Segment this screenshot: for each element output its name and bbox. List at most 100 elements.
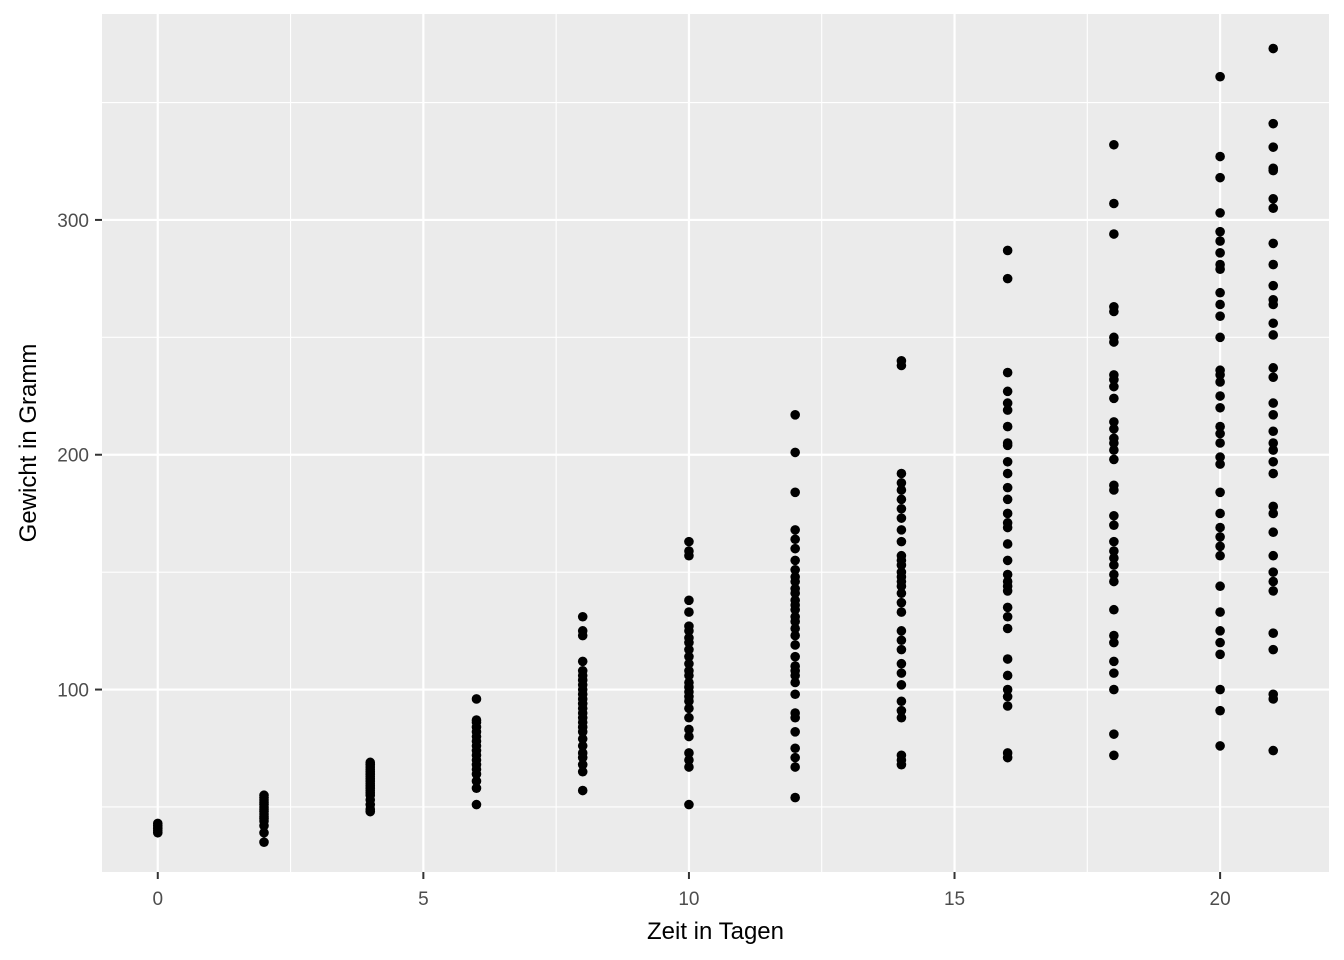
data-point	[1215, 332, 1225, 343]
data-point	[790, 410, 800, 420]
data-point	[577, 665, 588, 676]
data-point	[471, 694, 482, 704]
data-point	[1109, 576, 1119, 587]
data-point	[896, 485, 907, 495]
data-point	[790, 487, 800, 498]
data-point	[1215, 459, 1225, 469]
data-point	[790, 543, 800, 554]
data-point	[1109, 417, 1119, 427]
data-point	[1268, 445, 1279, 455]
data-point	[1268, 163, 1279, 174]
data-point	[1109, 332, 1119, 343]
data-point	[1268, 508, 1279, 519]
x-tick-label: 0	[152, 889, 163, 910]
data-point	[259, 837, 269, 847]
data-point	[577, 626, 588, 636]
data-point	[684, 658, 694, 669]
y-tick-label: 200	[57, 446, 89, 467]
data-point	[1268, 398, 1279, 408]
data-point	[1002, 602, 1013, 613]
data-point	[1268, 438, 1279, 448]
data-point	[1215, 438, 1225, 448]
data-point	[790, 752, 800, 763]
y-tick-label: 300	[57, 211, 89, 232]
data-point	[684, 748, 694, 758]
data-point	[790, 583, 800, 594]
data-point	[1215, 377, 1225, 387]
data-point	[577, 748, 588, 758]
data-point	[1215, 248, 1225, 258]
data-point	[896, 607, 907, 617]
data-point	[1268, 280, 1279, 291]
data-point	[1215, 365, 1225, 376]
data-point	[1002, 518, 1013, 528]
data-point	[790, 555, 800, 566]
data-point	[1268, 330, 1279, 340]
data-point	[790, 623, 800, 634]
data-point	[790, 792, 800, 803]
data-point	[1268, 43, 1279, 54]
y-axis-title: Gewicht in Gramm	[15, 344, 42, 543]
data-point	[1215, 705, 1225, 716]
data-point	[1215, 236, 1225, 246]
data-point	[684, 651, 694, 662]
data-point	[1109, 630, 1119, 641]
data-point	[1215, 741, 1225, 751]
data-point	[1109, 604, 1119, 615]
data-point	[684, 703, 694, 714]
data-point	[1268, 456, 1279, 467]
data-point	[896, 494, 907, 505]
data-point	[471, 783, 482, 793]
data-point	[1215, 226, 1225, 237]
data-point	[1268, 372, 1279, 383]
data-point	[1215, 71, 1225, 82]
data-point	[1215, 452, 1225, 462]
data-point	[1002, 691, 1013, 702]
data-point	[684, 799, 694, 810]
data-point	[790, 651, 800, 662]
plot-panel	[102, 14, 1329, 872]
data-points	[152, 43, 1279, 847]
data-point	[790, 708, 800, 718]
y-tick-label: 100	[57, 681, 89, 702]
data-point	[1268, 118, 1279, 129]
data-point	[1268, 363, 1279, 373]
data-point	[1109, 656, 1119, 667]
data-point	[1002, 555, 1013, 566]
data-point	[1002, 421, 1013, 432]
data-point	[1268, 193, 1279, 204]
data-point	[1215, 541, 1225, 552]
data-point	[1002, 494, 1013, 505]
data-point	[577, 741, 588, 751]
data-point	[1268, 586, 1279, 596]
data-point	[896, 680, 907, 690]
data-point	[1268, 567, 1279, 577]
data-point	[684, 536, 694, 547]
data-point	[896, 356, 907, 366]
data-point	[790, 743, 800, 754]
data-point	[259, 827, 269, 838]
data-point	[1002, 623, 1013, 634]
data-point	[684, 595, 694, 606]
data-point	[1002, 456, 1013, 467]
data-point	[1215, 151, 1225, 162]
data-point	[790, 727, 800, 737]
data-point	[1002, 273, 1013, 284]
data-point	[577, 766, 588, 777]
data-point	[896, 705, 907, 716]
data-point	[896, 503, 907, 514]
data-point	[1109, 302, 1119, 312]
data-point	[1268, 501, 1279, 512]
data-point	[1268, 142, 1279, 152]
data-point	[1109, 433, 1119, 444]
x-tick-labels: 0 5 10 15 20	[152, 889, 1230, 910]
data-point	[684, 621, 694, 631]
data-point	[684, 762, 694, 772]
data-point	[1215, 391, 1225, 401]
data-point	[1109, 750, 1119, 761]
data-point	[1002, 367, 1013, 378]
data-point	[684, 755, 694, 765]
x-axis-title: Zeit in Tagen	[647, 918, 784, 945]
data-point	[1109, 229, 1119, 239]
data-point	[1268, 426, 1279, 437]
